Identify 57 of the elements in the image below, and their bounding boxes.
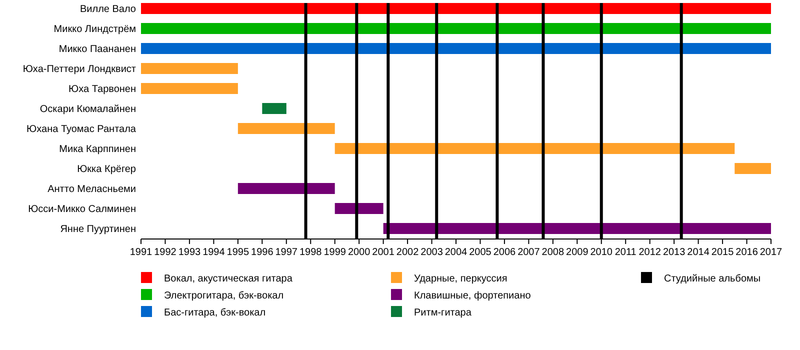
legend-label: Ударные, перкуссия <box>414 274 508 284</box>
x-tick-label: 2012 <box>638 247 662 258</box>
x-tick-label: 2011 <box>614 247 637 258</box>
legend-label: Студийные альбомы <box>664 274 761 284</box>
x-tick-label: 2014 <box>687 247 710 258</box>
x-tick-label: 1991 <box>130 247 153 258</box>
x-tick-label: 1994 <box>202 247 226 258</box>
bar <box>334 143 735 154</box>
bar <box>238 183 335 194</box>
x-tick-label: 1996 <box>251 247 274 258</box>
bar <box>141 63 238 74</box>
legend-label: Клавишные, фортепиано <box>414 290 532 302</box>
x-tick-label: 2002 <box>396 247 420 258</box>
y-tick-label: Микко Паананен <box>58 44 136 55</box>
y-tick-label: Мика Карппинен <box>59 144 136 155</box>
bar <box>262 103 286 114</box>
y-tick-label: Антто Меласньеми <box>48 184 136 195</box>
legend-label: Ритм-гитара <box>414 308 472 318</box>
x-tick-label: 2000 <box>348 247 371 258</box>
y-tick-label: Юкка Крёгер <box>77 164 136 175</box>
x-tick-label: 2008 <box>542 247 564 258</box>
x-tick-label: 2001 <box>372 247 395 258</box>
x-tick-label: 2010 <box>590 247 613 258</box>
y-tick-label: Вилле Вало <box>80 4 136 15</box>
bar <box>238 123 335 134</box>
x-tick-label: 1992 <box>154 247 177 258</box>
legend-label: Бас-гитара, бэк-вокал <box>164 308 266 318</box>
x-tick-label: 2006 <box>493 247 516 258</box>
bar <box>141 43 771 54</box>
x-tick-label: 1998 <box>299 247 322 258</box>
x-tick-label: 2015 <box>711 247 734 258</box>
legend-label: Вокал, акустическая гитара <box>164 274 293 284</box>
x-tick-label: 2007 <box>518 247 540 258</box>
x-tick-label: 1993 <box>178 247 202 258</box>
bar <box>334 203 384 214</box>
x-tick-label: 2013 <box>662 247 686 258</box>
x-tick-label: 1999 <box>324 247 346 258</box>
y-tick-label: Юхана Туомас Рантала <box>26 124 136 135</box>
x-tick-label: 2009 <box>566 247 589 258</box>
x-tick-label: 2017 <box>760 247 783 258</box>
x-tick-label: 1997 <box>275 247 298 258</box>
x-tick-label: 2003 <box>420 247 444 258</box>
bar <box>734 163 771 174</box>
x-tick-label: 2016 <box>736 247 758 258</box>
y-tick-label: Янне Пууртинен <box>60 224 136 235</box>
x-tick-label: 1995 <box>226 247 250 258</box>
y-tick-label: Оскари Кюмалайнен <box>40 104 136 115</box>
x-tick-label: 2005 <box>469 247 492 258</box>
y-tick-label: Юха Тарвонен <box>68 84 136 95</box>
bar <box>141 23 771 34</box>
bar <box>141 3 771 14</box>
y-tick-label: Микко Линдстрём <box>54 24 136 35</box>
y-tick-label: Юсси-Микко Салминен <box>28 204 136 215</box>
x-tick-label: 2004 <box>444 247 468 258</box>
bar <box>141 83 238 94</box>
y-tick-label: Юха-Петтери Лондквист <box>22 64 136 75</box>
legend-label: Электрогитара, бэк-вокал <box>164 290 284 302</box>
